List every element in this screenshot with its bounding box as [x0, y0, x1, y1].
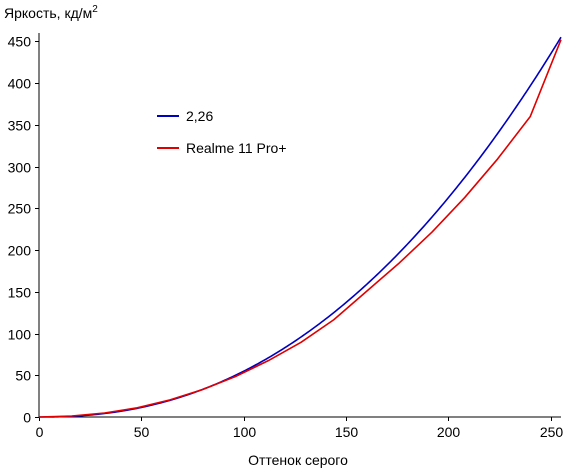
y-tick-label: 50	[15, 368, 31, 384]
axes	[38, 33, 561, 418]
y-tick-label: 150	[8, 285, 32, 301]
x-tick-label: 150	[335, 424, 359, 440]
x-tick-label: 50	[134, 424, 150, 440]
y-tick-label: 0	[23, 410, 31, 426]
y-axis-title-text: Яркость, кд/м	[4, 5, 92, 21]
x-tick-label: 100	[233, 424, 257, 440]
y-tick-labels: 0 50 100 150 200 250 300 350 400 450	[8, 34, 32, 426]
x-axis-title: Оттенок серого	[248, 452, 348, 468]
y-tick-label: 450	[8, 34, 32, 50]
y-tick-label: 350	[8, 118, 32, 134]
x-tick-labels: 0 50 100 150 200 250	[36, 424, 563, 440]
x-tick-label: 200	[437, 424, 461, 440]
legend-label: 2,26	[186, 108, 213, 124]
y-axis-title-superscript: 2	[92, 4, 98, 15]
series-line-realme-11-pro-plus	[38, 39, 562, 418]
y-axis-title: Яркость, кд/м2	[4, 4, 98, 21]
y-tick-label: 250	[8, 201, 32, 217]
series-lines	[38, 36, 562, 418]
y-tick-label: 400	[8, 76, 32, 92]
y-tick-label: 100	[8, 327, 32, 343]
y-tick-label: 300	[8, 160, 32, 176]
y-tick-label: 200	[8, 243, 32, 259]
tick-marks	[35, 41, 552, 421]
x-tick-label: 250	[540, 424, 563, 440]
series-line-gamma-reference	[39, 36, 562, 418]
legend-label: Realme 11 Pro+	[186, 140, 287, 156]
legend: 2,26 Realme 11 Pro+	[157, 108, 287, 156]
x-tick-label: 0	[36, 424, 44, 440]
